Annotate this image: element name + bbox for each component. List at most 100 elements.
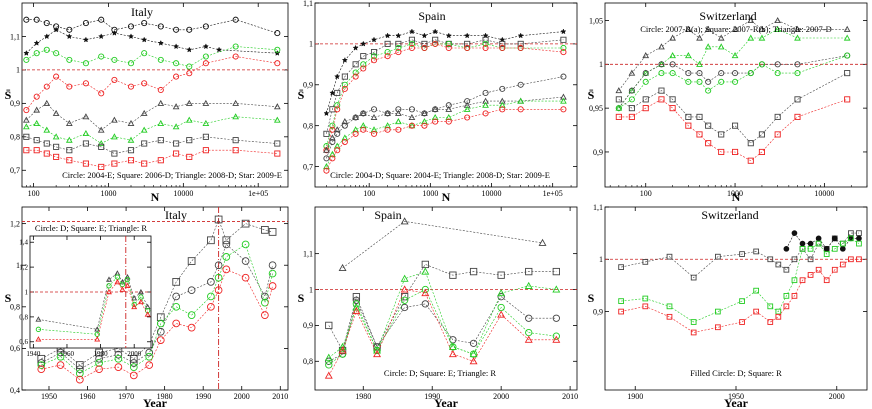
data-point — [705, 78, 712, 85]
y-tick-label: 0,8 — [19, 313, 28, 321]
data-point — [696, 70, 703, 77]
data-point — [685, 70, 692, 77]
data-point — [329, 122, 336, 129]
switzerland-year-title: Switzerland — [701, 208, 758, 222]
data-point — [552, 335, 561, 343]
data-point — [75, 365, 84, 374]
data-point — [173, 43, 180, 50]
data-point — [715, 324, 721, 331]
data-point — [157, 137, 164, 144]
data-point — [325, 321, 333, 330]
data-point — [395, 109, 402, 116]
switzerland-year-frame — [604, 206, 868, 391]
data-point — [684, 52, 692, 59]
data-point — [97, 139, 105, 147]
data-point — [839, 240, 846, 247]
y-tick-label: 1 — [599, 60, 603, 69]
plot-area — [22, 16, 288, 170]
data-point — [23, 49, 30, 56]
data-point — [497, 271, 505, 279]
series-line — [26, 136, 278, 154]
data-point — [127, 157, 135, 164]
data-point — [421, 32, 428, 39]
spain-n-ylabel: S̄ — [298, 88, 305, 102]
data-point — [815, 235, 822, 242]
data-point — [338, 263, 347, 272]
series-line — [41, 243, 273, 374]
series-line — [326, 76, 564, 159]
italy-year-xlabel: Year — [143, 396, 168, 409]
y-tick-label: 1 — [25, 288, 29, 296]
data-point — [323, 146, 330, 153]
data-point — [37, 354, 46, 363]
data-point — [156, 313, 165, 322]
data-point — [186, 70, 193, 77]
series-line — [41, 243, 273, 370]
data-point — [323, 143, 330, 150]
data-point — [799, 277, 806, 284]
data-point — [124, 282, 131, 288]
data-point — [400, 217, 409, 225]
data-point — [129, 359, 138, 367]
x-tick-label: 100 — [363, 189, 375, 198]
data-point — [384, 126, 391, 133]
data-point — [370, 53, 378, 60]
data-point — [202, 60, 209, 67]
data-point — [628, 87, 636, 94]
data-point — [202, 119, 210, 126]
series-line — [328, 289, 557, 376]
data-point — [408, 106, 415, 113]
data-point — [384, 122, 391, 129]
data-point — [202, 99, 210, 106]
data-point — [329, 89, 336, 96]
data-point — [323, 167, 330, 174]
data-point — [794, 113, 801, 120]
data-point — [156, 336, 165, 344]
data-point — [783, 293, 790, 299]
data-point — [222, 253, 231, 261]
data-point — [56, 352, 65, 361]
italy-year-ylabel: S — [5, 291, 12, 305]
data-point — [173, 26, 180, 33]
data-point — [334, 147, 341, 154]
data-point — [329, 150, 336, 157]
italy-n-title: Italy — [131, 5, 153, 19]
series-line — [326, 109, 564, 171]
y-tick-label: 0,4 — [10, 386, 20, 395]
data-point — [37, 359, 46, 367]
data-point — [341, 73, 348, 80]
data-point — [774, 25, 782, 32]
data-point — [704, 43, 712, 50]
data-point — [384, 53, 391, 60]
data-point — [111, 26, 118, 33]
data-point — [127, 60, 135, 67]
spain-year-title: Spain — [374, 208, 401, 222]
data-point — [684, 25, 692, 32]
data-point — [173, 150, 180, 157]
data-point — [669, 34, 676, 41]
series-line — [342, 221, 543, 269]
data-point — [848, 256, 854, 263]
data-point — [395, 44, 402, 52]
y-tick-label: 0,9 — [303, 321, 313, 330]
data-point — [715, 253, 721, 260]
x-tick-label: 2000 — [234, 392, 250, 401]
data-point — [705, 122, 712, 129]
data-point — [464, 44, 471, 52]
plot-area — [605, 16, 867, 164]
data-point — [431, 105, 439, 112]
data-point — [642, 69, 650, 76]
data-point — [111, 150, 118, 157]
y-tick-label: 0,8 — [303, 121, 313, 130]
data-point — [499, 106, 506, 113]
data-point — [628, 87, 635, 94]
data-point — [844, 52, 851, 59]
data-point — [408, 122, 415, 129]
data-point — [449, 271, 457, 279]
data-point — [807, 245, 814, 252]
data-point — [172, 123, 180, 130]
data-point — [129, 354, 138, 363]
data-point — [848, 235, 854, 242]
data-point — [408, 113, 416, 121]
